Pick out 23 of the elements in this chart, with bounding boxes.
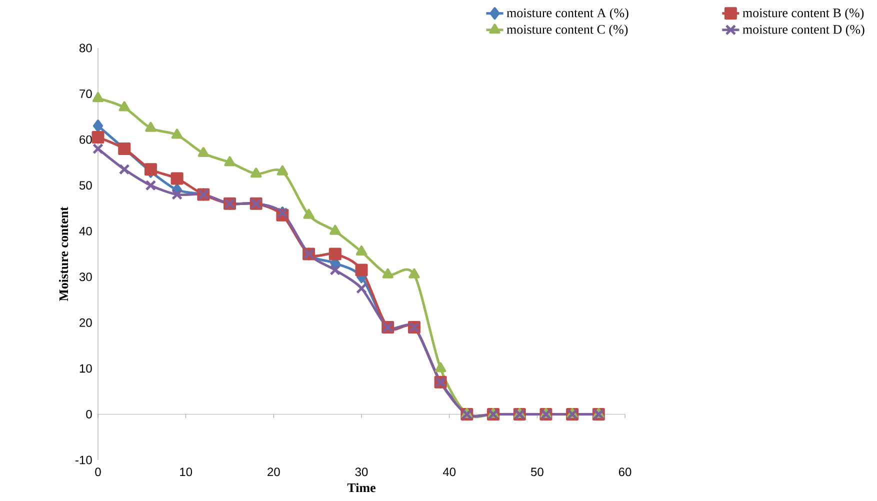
legend-label: moisture content D (%) [742, 24, 864, 36]
legend-label: moisture content C (%) [506, 24, 628, 36]
y-tick-label: 0 [86, 410, 92, 418]
x-tick-label: 10 [180, 468, 192, 476]
y-tick-label: 30 [79, 272, 92, 282]
y-tick-label: 60 [80, 135, 92, 144]
x-tick-label: 20 [268, 468, 280, 476]
x-tick-label: 30 [355, 468, 368, 476]
y-tick-label: 50 [79, 181, 92, 190]
y-tick-label: -10 [76, 456, 92, 464]
legend-label: moisture content B (%) [742, 8, 864, 20]
legend-label: moisture content A (%) [506, 8, 628, 20]
y-axis-title: Moisture content [58, 206, 68, 302]
x-tick-label: 50 [530, 468, 544, 476]
x-tick-label: 40 [442, 468, 456, 476]
y-tick-label: 70 [80, 90, 92, 98]
y-tick-label: 40 [79, 226, 92, 236]
x-tick-label: 60 [618, 468, 632, 476]
y-tick-label: 10 [80, 364, 92, 373]
x-tick-label: 0 [95, 468, 101, 476]
y-tick-label: 80 [80, 44, 92, 52]
x-axis-title: Time [347, 483, 376, 492]
y-tick-label: 20 [80, 318, 92, 327]
